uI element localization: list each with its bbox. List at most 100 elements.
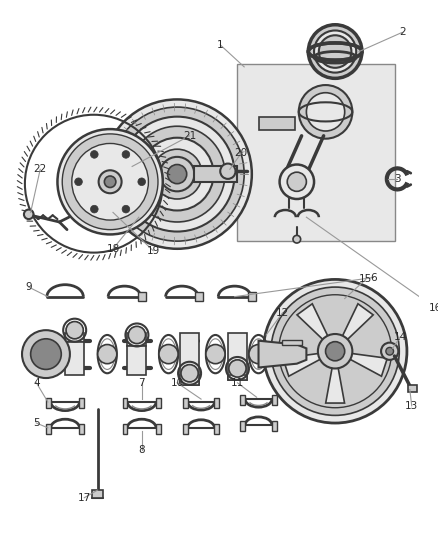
Text: 14: 14 <box>394 332 407 342</box>
Bar <box>123 398 127 408</box>
Text: 21: 21 <box>183 131 196 141</box>
Circle shape <box>110 107 244 241</box>
Circle shape <box>386 348 393 355</box>
Polygon shape <box>180 333 199 385</box>
Circle shape <box>293 236 300 243</box>
Circle shape <box>91 205 98 213</box>
Polygon shape <box>297 304 328 341</box>
Circle shape <box>72 143 148 220</box>
Circle shape <box>122 150 130 158</box>
Bar <box>248 292 256 302</box>
Bar <box>79 398 84 408</box>
Text: 6: 6 <box>370 272 377 282</box>
Text: 3: 3 <box>394 174 401 184</box>
Bar <box>79 424 84 433</box>
Polygon shape <box>127 346 146 375</box>
Circle shape <box>98 344 117 364</box>
Polygon shape <box>228 333 247 380</box>
Bar <box>194 166 237 182</box>
Text: 17: 17 <box>78 492 91 503</box>
Circle shape <box>57 129 163 235</box>
Polygon shape <box>180 375 199 385</box>
Circle shape <box>318 334 352 368</box>
Polygon shape <box>65 333 84 342</box>
Circle shape <box>325 342 345 361</box>
Text: 12: 12 <box>276 308 289 318</box>
Bar <box>240 395 245 405</box>
Text: 10: 10 <box>170 378 184 388</box>
Circle shape <box>66 321 83 339</box>
Polygon shape <box>228 375 247 380</box>
Circle shape <box>206 344 225 364</box>
Text: 13: 13 <box>405 401 418 411</box>
Text: 1: 1 <box>217 40 223 50</box>
Circle shape <box>279 165 314 199</box>
Text: 11: 11 <box>231 378 244 388</box>
Circle shape <box>152 149 202 199</box>
Polygon shape <box>326 366 345 403</box>
Circle shape <box>104 176 116 188</box>
Circle shape <box>381 343 398 360</box>
Circle shape <box>314 30 356 72</box>
Bar <box>46 398 51 408</box>
Circle shape <box>249 344 268 364</box>
Text: 22: 22 <box>34 164 47 174</box>
Bar <box>92 490 103 498</box>
Text: 20: 20 <box>235 148 248 158</box>
Bar <box>215 398 219 408</box>
Bar <box>138 292 145 302</box>
Circle shape <box>319 35 351 68</box>
Circle shape <box>24 209 34 219</box>
Bar <box>272 395 277 405</box>
Text: 18: 18 <box>106 244 120 254</box>
Circle shape <box>99 170 122 193</box>
Circle shape <box>307 93 345 131</box>
Polygon shape <box>258 341 307 368</box>
Bar <box>237 64 396 241</box>
Text: 8: 8 <box>138 445 145 455</box>
Bar <box>156 398 161 408</box>
Text: 15: 15 <box>359 274 372 285</box>
Circle shape <box>263 279 407 423</box>
Circle shape <box>31 339 61 369</box>
Circle shape <box>36 344 56 364</box>
Circle shape <box>299 85 352 139</box>
Circle shape <box>75 178 82 185</box>
Circle shape <box>181 365 198 382</box>
Bar <box>183 424 187 433</box>
Circle shape <box>62 134 158 230</box>
Bar <box>183 398 187 408</box>
Circle shape <box>229 360 246 377</box>
Circle shape <box>102 100 252 249</box>
Circle shape <box>129 126 225 222</box>
Bar <box>258 117 295 130</box>
Circle shape <box>122 205 130 213</box>
Circle shape <box>220 164 236 179</box>
Circle shape <box>160 157 194 191</box>
Text: 4: 4 <box>33 378 40 388</box>
Bar <box>215 424 219 433</box>
Circle shape <box>159 344 178 364</box>
Bar <box>272 421 277 431</box>
Bar <box>408 385 417 392</box>
Text: 7: 7 <box>138 378 145 388</box>
Bar <box>195 292 203 302</box>
Circle shape <box>138 178 145 185</box>
Bar <box>240 421 245 431</box>
Text: 9: 9 <box>25 282 32 292</box>
Circle shape <box>168 165 187 184</box>
Circle shape <box>22 330 70 378</box>
Text: 5: 5 <box>33 418 40 428</box>
Circle shape <box>120 117 235 231</box>
Polygon shape <box>283 353 321 376</box>
Circle shape <box>141 138 213 211</box>
Polygon shape <box>342 304 373 341</box>
Circle shape <box>271 287 399 415</box>
Text: 2: 2 <box>399 27 406 37</box>
Polygon shape <box>127 333 146 346</box>
Circle shape <box>287 172 307 191</box>
Circle shape <box>128 326 145 344</box>
Bar <box>46 424 51 433</box>
Polygon shape <box>65 342 84 375</box>
Bar <box>156 424 161 433</box>
